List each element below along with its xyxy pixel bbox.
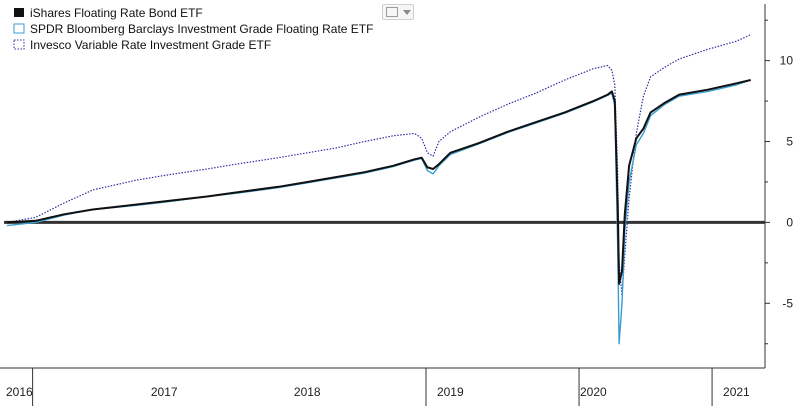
y-tick-label: 5	[786, 135, 793, 149]
y-tick-label: -5	[782, 296, 793, 310]
plot-area	[4, 34, 765, 345]
legend-swatch-1	[14, 8, 24, 17]
chevron-down-icon	[403, 10, 411, 15]
x-tick-label: 2020	[580, 385, 607, 399]
axes: -5 0 5 10 2016 2017 2018 2019 2020 2021	[0, 4, 793, 406]
y-tick-label: 0	[786, 215, 793, 229]
x-tick-label: 2016	[6, 385, 33, 399]
x-tick-label: 2017	[151, 385, 178, 399]
x-tick-label: 2021	[723, 385, 750, 399]
chart-type-menu-button[interactable]	[382, 4, 414, 20]
legend: iShares Floating Rate Bond ETF SPDR Bloom…	[13, 6, 373, 52]
legend-swatch-2	[13, 23, 25, 34]
x-tick-label: 2018	[294, 385, 321, 399]
legend-label-2: SPDR Bloomberg Barclays Investment Grade…	[30, 22, 373, 36]
y-tick-label: 10	[780, 54, 794, 68]
legend-label-1: iShares Floating Rate Bond ETF	[30, 6, 203, 20]
series-line-1	[6, 79, 751, 285]
series-line-3	[6, 34, 751, 296]
x-tick-label: 2019	[437, 385, 464, 399]
legend-label-3: Invesco Variable Rate Investment Grade E…	[30, 38, 271, 52]
line-chart-icon	[386, 7, 398, 17]
legend-swatch-3	[13, 39, 25, 50]
